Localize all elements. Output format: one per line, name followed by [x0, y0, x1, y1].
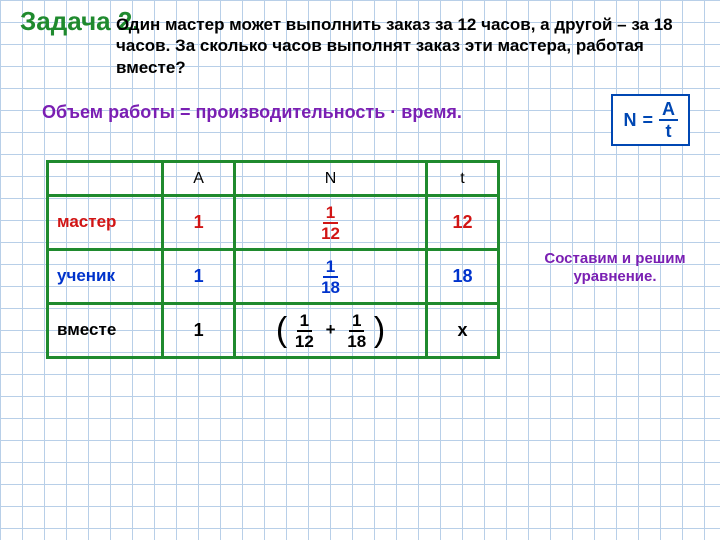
row1-A: 1 [163, 196, 235, 250]
formula-fraction: A t [659, 100, 678, 140]
table-row: ученик 1 1 18 18 [48, 250, 499, 304]
row1-N-den: 12 [318, 224, 343, 242]
compose-line1: Составим и решим [544, 250, 685, 267]
formula-denominator: t [663, 121, 675, 140]
table-row: вместе 1 ( 1 12 + 1 18 ) [48, 304, 499, 358]
row1-N: 1 12 [235, 196, 427, 250]
compose-line2: уравнение. [573, 268, 656, 285]
row3-N-a-num: 1 [297, 312, 312, 332]
header-t: t [427, 162, 499, 196]
row1-N-num: 1 [323, 204, 338, 224]
row2-label: ученик [48, 250, 163, 304]
row2-N: 1 18 [235, 250, 427, 304]
row2-A: 1 [163, 250, 235, 304]
row3-N-a-den: 12 [292, 332, 317, 350]
row2-N-den: 18 [318, 278, 343, 296]
row3-label: вместе [48, 304, 163, 358]
work-table: A N t мастер 1 1 12 12 ученик 1 [46, 160, 500, 359]
row3-A: 1 [163, 304, 235, 358]
row3-N-b-num: 1 [349, 312, 364, 332]
formula-numerator: A [659, 100, 678, 121]
header-N: N [235, 162, 427, 196]
formula-sentence: Объем работы = производительность · врем… [42, 102, 462, 123]
header-blank [48, 162, 163, 196]
table-row: мастер 1 1 12 12 [48, 196, 499, 250]
formula-equals: = [642, 110, 653, 131]
formula-lhs: N [623, 110, 636, 131]
problem-statement: Один мастер может выполнить заказ за 12 … [116, 14, 676, 78]
row2-t: 18 [427, 250, 499, 304]
row3-N: ( 1 12 + 1 18 ) [235, 304, 427, 358]
header-A: A [163, 162, 235, 196]
formula-box: N = A t [611, 94, 690, 146]
row2-N-num: 1 [323, 258, 338, 278]
row3-N-b-den: 18 [344, 332, 369, 350]
row1-t: 12 [427, 196, 499, 250]
row1-label: мастер [48, 196, 163, 250]
row3-t: x [427, 304, 499, 358]
compose-equation-text: Составим и решим уравнение. [530, 250, 700, 286]
